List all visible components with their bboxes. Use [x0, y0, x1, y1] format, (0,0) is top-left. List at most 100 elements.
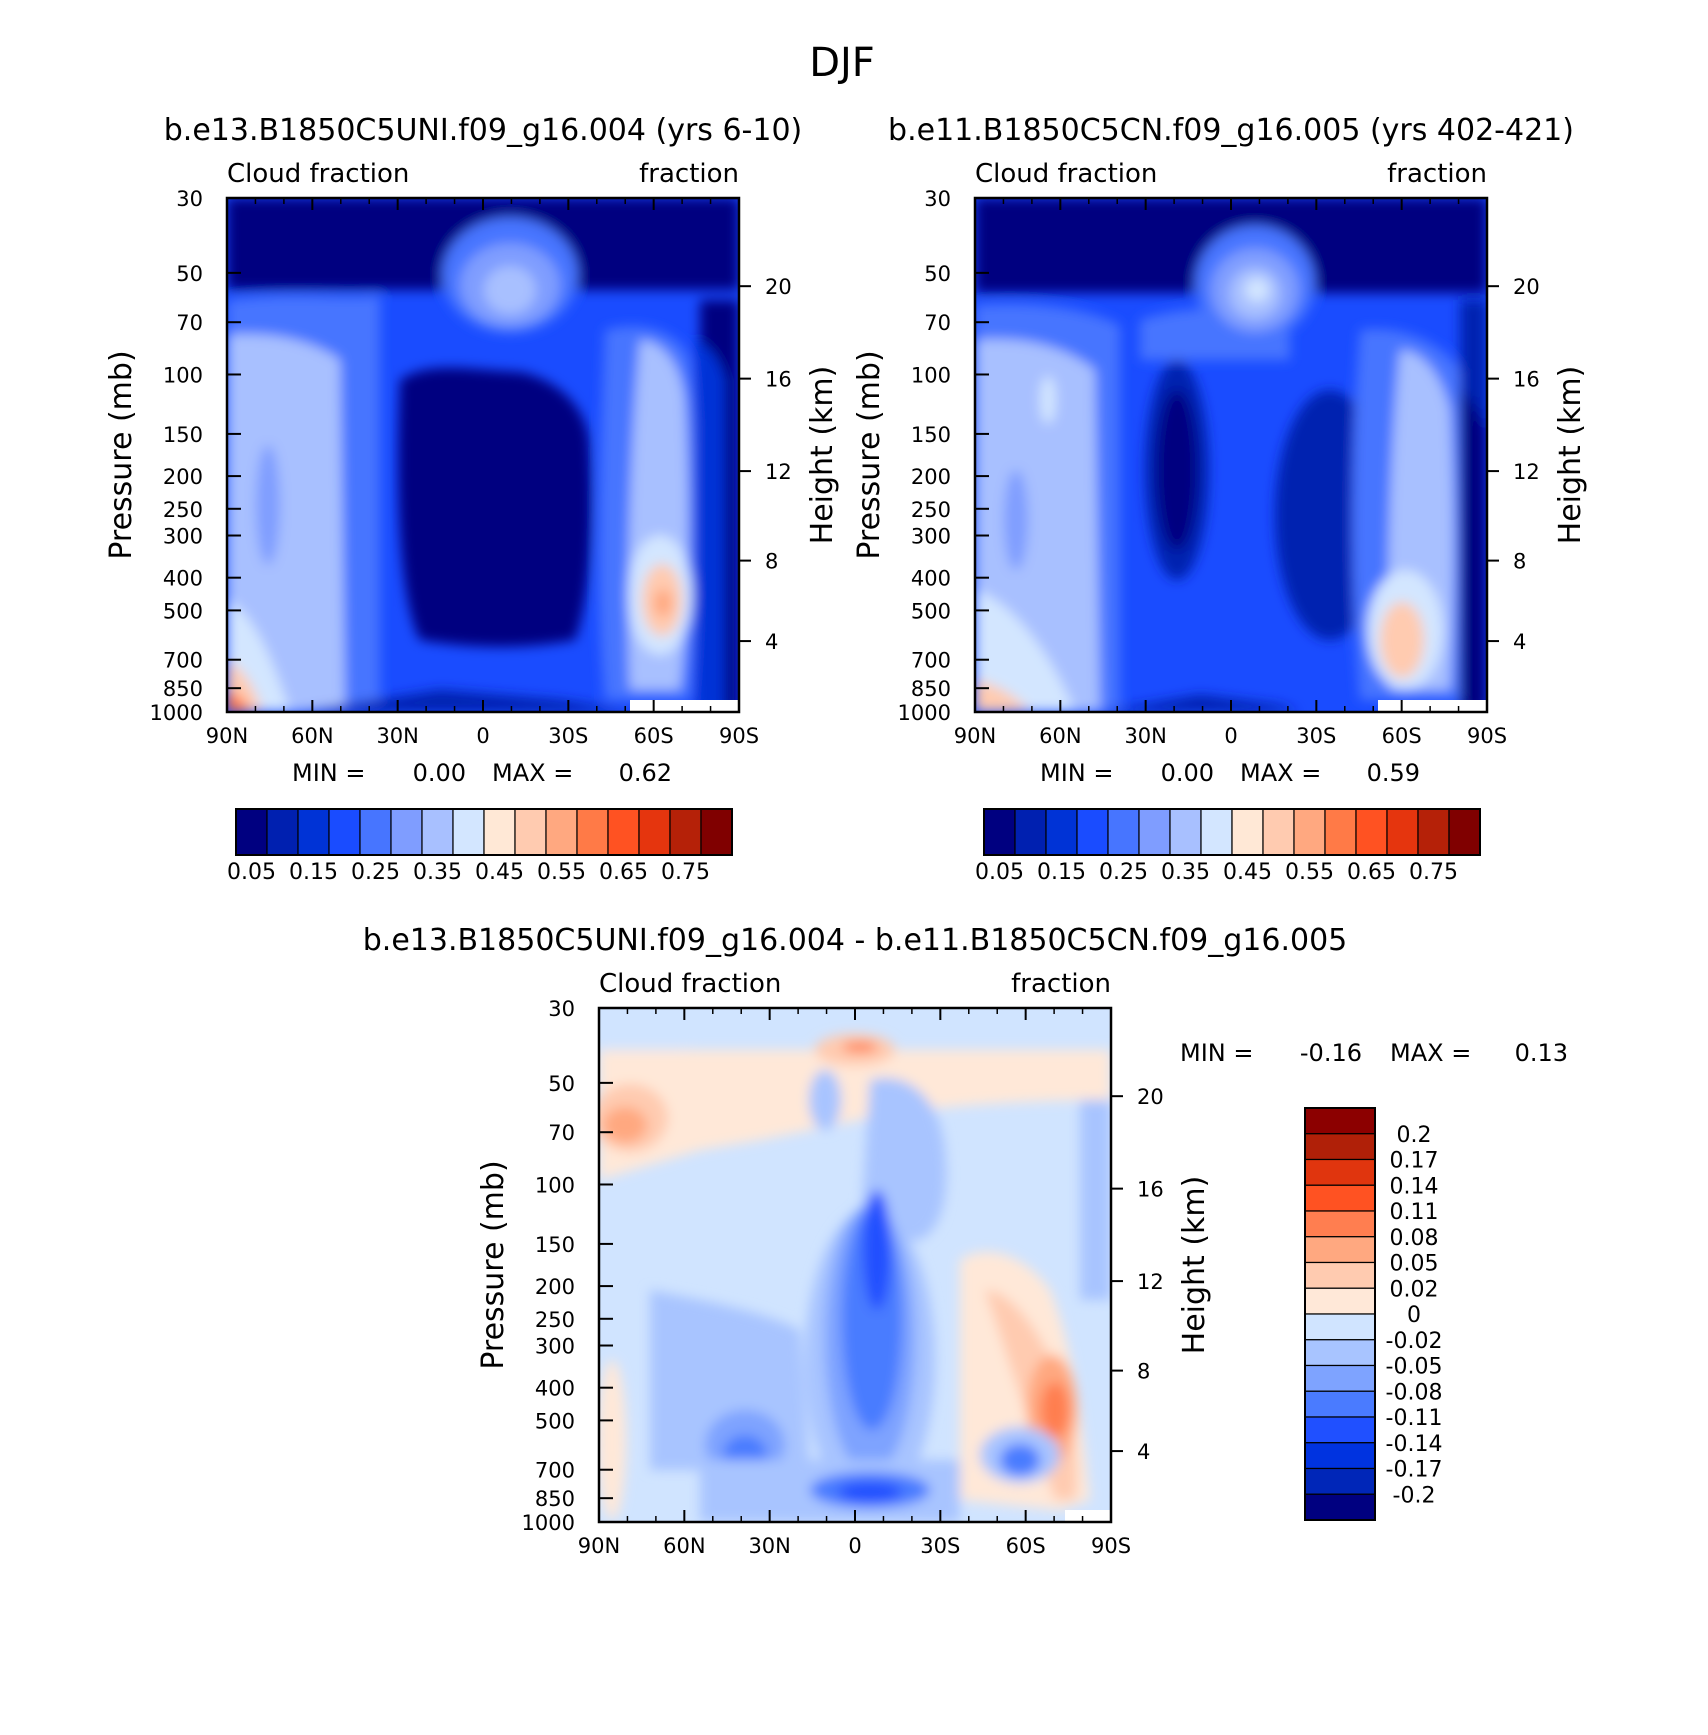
- colorbar-label: 0.08: [1390, 1226, 1439, 1251]
- x-tick-label: 60N: [663, 1534, 705, 1558]
- x-tick-label: 90N: [578, 1534, 620, 1558]
- panel-model-a: b.e13.B1850C5UNI.f09_g16.004 (yrs 6-10) …: [104, 113, 840, 885]
- colorbar-swatch: [638, 808, 671, 856]
- axis-ticks: 90N 60N 30N 0 30S 60S 90S 30 50 70 100 150 200 250 300…: [150, 187, 792, 748]
- x-tick-label: 90N: [206, 724, 248, 748]
- panel-right-label: fraction: [639, 159, 739, 189]
- y-tick-label: 70: [176, 311, 203, 335]
- colorbar-swatch: [1304, 1158, 1376, 1186]
- colorbar-label: 0.05: [1390, 1252, 1439, 1277]
- colorbar-swatch: [483, 808, 516, 856]
- y-axis-label: Pressure (mb): [104, 350, 139, 559]
- y-tick-label: 700: [535, 1459, 575, 1483]
- colorbar-swatch: [1304, 1236, 1376, 1264]
- panel-left-label: Cloud fraction: [227, 159, 409, 189]
- y-tick-label: 850: [535, 1487, 575, 1511]
- max-value: 0.13: [1515, 1039, 1568, 1067]
- axis-ticks: 90N 60N 30N 0 30S 60S 90S 30 50 70 100 150 200 250 300…: [898, 187, 1540, 748]
- colorbar-swatch: [1045, 808, 1078, 856]
- y-axis-label-right: Height (km): [1553, 366, 1588, 545]
- colorbar-swatch: [983, 808, 1016, 856]
- colorbar-swatch: [421, 808, 454, 856]
- colorbar-swatch: [1417, 808, 1450, 856]
- colorbar-swatch: [1355, 808, 1388, 856]
- x-tick-label: 30S: [1296, 724, 1336, 748]
- colorbar-swatch: [545, 808, 578, 856]
- colorbar-swatch: [452, 808, 485, 856]
- y-tick-label: 300: [911, 525, 951, 549]
- y-tick-label-right: 12: [765, 460, 792, 484]
- x-tick-label: 60S: [634, 724, 674, 748]
- colorbar-label: 0.05: [975, 860, 1024, 885]
- colorbar-frame: [1304, 1107, 1376, 1521]
- colorbar-label: 0.25: [351, 860, 400, 885]
- panel-title: b.e13.B1850C5UNI.f09_g16.004 - b.e11.B18…: [363, 923, 1348, 958]
- figure-title: DJF: [809, 40, 875, 86]
- colorbar-swatch: [1304, 1133, 1376, 1161]
- y-tick-label: 1000: [150, 701, 203, 725]
- y-tick-label: 500: [911, 599, 951, 623]
- min-label: MIN =: [1040, 759, 1113, 787]
- colorbar-label: 0.55: [537, 860, 586, 885]
- max-value: 0.62: [619, 759, 672, 787]
- min-label: MIN =: [292, 759, 365, 787]
- y-tick-label: 30: [924, 187, 951, 211]
- colorbar-swatch: [1304, 1287, 1376, 1315]
- y-tick-label: 100: [911, 363, 951, 387]
- y-tick-label: 70: [548, 1121, 575, 1145]
- x-tick-label: 60N: [1039, 724, 1081, 748]
- colorbar-swatch: [1107, 808, 1140, 856]
- colorbar-label: -0.05: [1386, 1355, 1443, 1380]
- y-tick-label: 150: [163, 423, 203, 447]
- colorbar-label: 0.14: [1390, 1174, 1439, 1199]
- colorbar-label: 0.35: [413, 860, 462, 885]
- x-tick-label: 30N: [376, 724, 418, 748]
- colorbar-swatch: [1304, 1416, 1376, 1444]
- colorbar-swatch: [1304, 1184, 1376, 1212]
- colorbar-label: 0.11: [1390, 1200, 1439, 1225]
- x-tick-label: 30S: [920, 1534, 960, 1558]
- colorbar-label: -0.17: [1386, 1458, 1443, 1483]
- y-tick-label-right: 8: [1137, 1360, 1150, 1384]
- colorbar-swatch: [1304, 1442, 1376, 1470]
- y-tick-label: 250: [911, 498, 951, 522]
- colorbar-label: 0.2: [1397, 1123, 1432, 1148]
- max-value: 0.59: [1367, 759, 1420, 787]
- y-tick-label: 30: [548, 997, 575, 1021]
- colorbar-swatch: [576, 808, 609, 856]
- colorbar-swatch: [235, 808, 268, 856]
- contour-field: [227, 198, 739, 712]
- y-tick-label-right: 16: [1513, 368, 1540, 392]
- y-tick-label: 500: [163, 599, 203, 623]
- colorbar-swatch: [700, 808, 733, 856]
- colorbar-swatch: [266, 808, 299, 856]
- contour-field: [975, 198, 1487, 712]
- y-tick-label: 100: [163, 363, 203, 387]
- y-tick-label: 250: [163, 498, 203, 522]
- y-axis-label-right: Height (km): [805, 366, 840, 545]
- y-tick-label: 150: [911, 423, 951, 447]
- y-tick-label: 100: [535, 1173, 575, 1197]
- colorbar: 0.20.170.140.110.080.050.020-0.02-0.05-0…: [1304, 1107, 1443, 1521]
- colorbar-swatch: [390, 808, 423, 856]
- colorbar-swatch: [1304, 1339, 1376, 1367]
- colorbar-swatch: [1076, 808, 1109, 856]
- y-tick-label: 850: [911, 677, 951, 701]
- x-tick-label: 60N: [291, 724, 333, 748]
- y-tick-label-right: 20: [1137, 1085, 1164, 1109]
- colorbar-swatch: [1304, 1390, 1376, 1418]
- panel-difference: b.e13.B1850C5UNI.f09_g16.004 - b.e11.B18…: [363, 923, 1568, 1558]
- colorbar-frame: [235, 808, 733, 856]
- y-tick-label: 400: [911, 567, 951, 591]
- min-value: 0.00: [1161, 759, 1214, 787]
- x-tick-label: 30N: [748, 1534, 790, 1558]
- panel-left-label: Cloud fraction: [599, 969, 781, 999]
- y-tick-label: 50: [924, 262, 951, 286]
- y-tick-label: 200: [163, 465, 203, 489]
- y-tick-label: 50: [548, 1072, 575, 1096]
- y-tick-label: 700: [163, 649, 203, 673]
- colorbar-swatch: [1293, 808, 1326, 856]
- max-label: MAX =: [492, 759, 573, 787]
- y-tick-label: 700: [911, 649, 951, 673]
